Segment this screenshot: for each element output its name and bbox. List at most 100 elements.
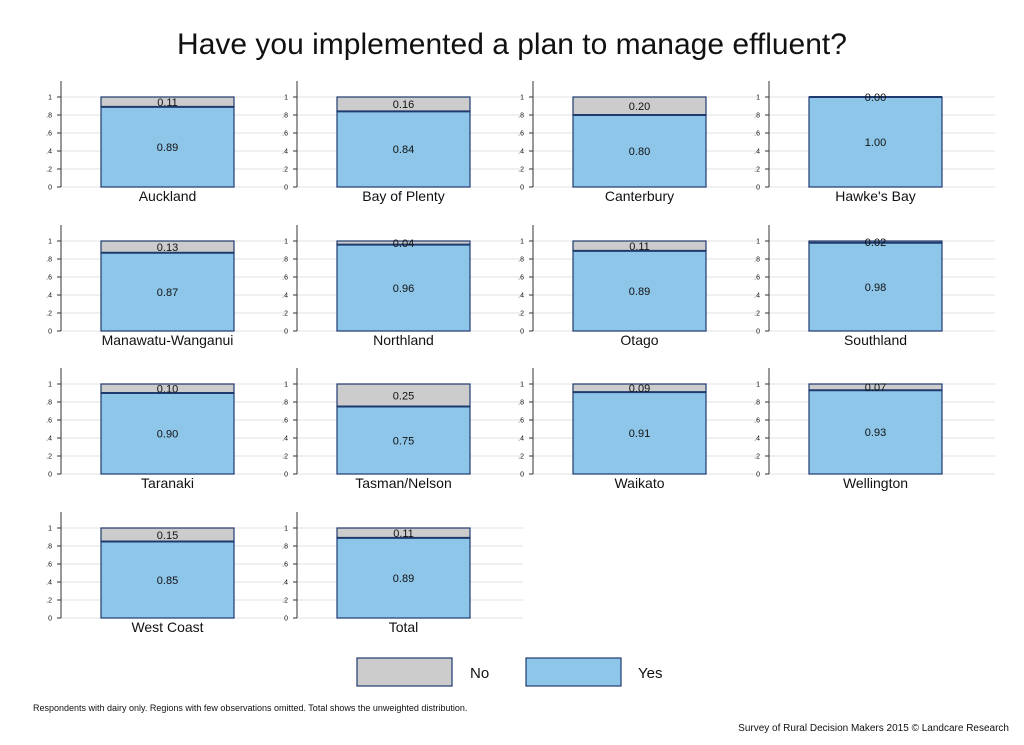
y-tick-label: 1 [284, 95, 288, 102]
y-tick-label: .2 [282, 598, 288, 605]
y-tick-label: .4 [282, 436, 288, 443]
data-label-no: 0.11 [629, 241, 650, 253]
y-tick-label: .2 [754, 167, 760, 174]
y-tick-label: .4 [46, 580, 52, 587]
data-label-yes: 0.89 [393, 573, 414, 585]
data-label-yes: 0.89 [157, 142, 178, 154]
y-tick-label: .2 [46, 167, 52, 174]
y-tick-label: 1 [48, 95, 52, 102]
y-tick-label: 0 [284, 616, 288, 623]
footnote: Respondents with dairy only. Regions wit… [33, 703, 468, 713]
y-tick-label: 0 [48, 472, 52, 479]
data-label-no: 0.10 [157, 384, 178, 396]
data-label-no: 0.11 [393, 528, 414, 540]
y-tick-label: .8 [518, 400, 524, 407]
y-tick-label: .4 [46, 293, 52, 300]
y-tick-label: .4 [518, 293, 524, 300]
y-tick-label: 1 [284, 239, 288, 246]
bar-yes [572, 391, 707, 475]
legend-swatch-yes [525, 657, 622, 687]
category-label: Manawatu-Wanganui [102, 332, 234, 348]
data-label-yes: 0.80 [629, 146, 650, 158]
y-tick-label: .2 [46, 311, 52, 318]
y-tick-label: .4 [46, 436, 52, 443]
y-tick-label: .6 [518, 275, 524, 282]
y-tick-label: .2 [518, 167, 524, 174]
legend-label-no: No [470, 665, 489, 682]
y-tick-label: .8 [46, 257, 52, 264]
y-tick-label: .6 [46, 131, 52, 138]
category-label: Hawke's Bay [835, 188, 915, 204]
y-tick-label: .2 [46, 454, 52, 461]
data-label-yes: 0.90 [157, 429, 178, 441]
category-label: Southland [844, 332, 907, 348]
y-tick-label: .4 [754, 436, 760, 443]
data-label-no: 0.04 [393, 238, 414, 250]
y-tick-label: 1 [520, 95, 524, 102]
data-label-no: 0.16 [393, 99, 414, 111]
y-tick-label: .6 [282, 562, 288, 569]
y-tick-label: 1 [520, 382, 524, 389]
y-tick-label: 0 [284, 472, 288, 479]
data-label-no: 0.00 [865, 92, 886, 104]
bar-yes [572, 114, 707, 188]
y-tick-label: 0 [284, 185, 288, 192]
data-label-yes: 0.87 [157, 287, 178, 299]
data-label-no: 0.25 [393, 390, 414, 402]
y-tick-label: 0 [520, 185, 524, 192]
data-label-yes: 0.89 [629, 286, 650, 298]
y-tick-label: 1 [756, 239, 760, 246]
y-tick-label: 0 [520, 472, 524, 479]
y-tick-label: .6 [282, 131, 288, 138]
y-tick-label: .2 [46, 598, 52, 605]
bar-yes [100, 392, 235, 475]
data-label-no: 0.13 [157, 242, 178, 254]
bar-yes [336, 537, 471, 619]
y-tick-label: .6 [282, 275, 288, 282]
y-tick-label: .4 [754, 149, 760, 156]
y-tick-label: .8 [282, 400, 288, 407]
y-tick-label: 0 [48, 185, 52, 192]
y-tick-label: .2 [754, 311, 760, 318]
y-tick-label: .4 [518, 436, 524, 443]
data-label-no: 0.09 [629, 383, 650, 395]
y-tick-label: .4 [754, 293, 760, 300]
data-label-yes: 0.93 [865, 427, 886, 439]
category-label: Wellington [843, 475, 908, 491]
data-label-no: 0.02 [865, 237, 886, 249]
y-tick-label: 0 [48, 616, 52, 623]
data-label-yes: 1.00 [865, 137, 886, 149]
y-tick-label: 1 [48, 526, 52, 533]
data-label-no: 0.07 [865, 382, 886, 394]
bar-yes [100, 252, 235, 332]
y-tick-label: .6 [754, 418, 760, 425]
data-label-no: 0.15 [157, 530, 178, 542]
y-tick-label: .2 [518, 454, 524, 461]
data-label-yes: 0.84 [393, 144, 414, 156]
y-tick-label: 1 [284, 382, 288, 389]
y-tick-label: 0 [756, 329, 760, 336]
bar-yes [336, 405, 471, 475]
y-tick-label: .6 [518, 131, 524, 138]
y-tick-label: .6 [46, 418, 52, 425]
y-tick-label: .2 [518, 311, 524, 318]
y-tick-label: 0 [520, 329, 524, 336]
category-label: West Coast [131, 619, 203, 635]
y-tick-label: .8 [282, 113, 288, 120]
bar-yes [336, 244, 471, 332]
y-tick-label: 0 [48, 329, 52, 336]
y-tick-label: .6 [754, 275, 760, 282]
bar-yes [336, 110, 471, 188]
y-tick-label: .4 [282, 293, 288, 300]
category-label: Auckland [139, 188, 197, 204]
category-label: Waikato [614, 475, 664, 491]
legend-label-yes: Yes [638, 665, 662, 682]
y-tick-label: 1 [756, 382, 760, 389]
y-tick-label: .8 [46, 113, 52, 120]
y-tick-label: .2 [282, 311, 288, 318]
y-tick-label: .8 [46, 544, 52, 551]
y-tick-label: .6 [46, 275, 52, 282]
y-tick-label: .8 [754, 257, 760, 264]
y-tick-label: .6 [46, 562, 52, 569]
